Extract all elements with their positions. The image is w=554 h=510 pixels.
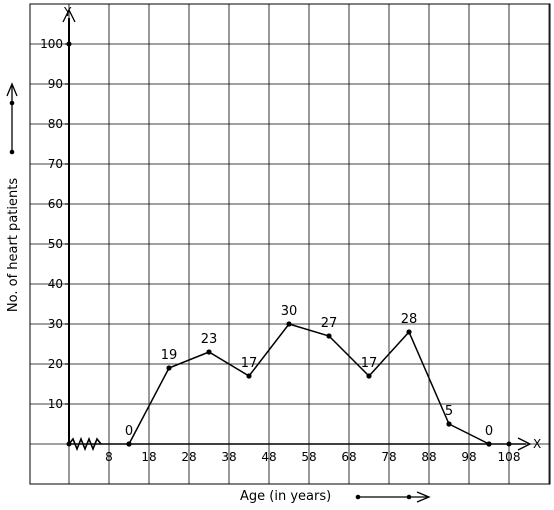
y-direction-dot — [9, 100, 15, 106]
x-end-point — [506, 441, 512, 447]
data-point — [486, 441, 492, 447]
y-tick-label: 20 — [48, 357, 63, 371]
y-tick-label: 70 — [48, 157, 63, 171]
axis-break-zigzag — [68, 436, 102, 452]
data-point — [446, 421, 452, 427]
x-tick-label: 98 — [461, 450, 476, 464]
data-point — [366, 373, 372, 379]
y-tick-label: 40 — [48, 277, 63, 291]
x-axis-title: Age (in years) — [240, 489, 331, 504]
data-label: 27 — [321, 316, 338, 331]
data-label: 5 — [445, 404, 453, 419]
y-tick-label: 100 — [40, 37, 63, 51]
data-label: 17 — [241, 356, 258, 371]
x-tick-label: 108 — [498, 450, 521, 464]
y-axis-name: Y — [63, 5, 72, 19]
data-label: 19 — [161, 348, 178, 363]
y-tick-label: 50 — [48, 237, 63, 251]
data-label: 23 — [201, 332, 218, 347]
axes — [62, 8, 532, 452]
data-point — [126, 441, 132, 447]
y-tick-label: 30 — [48, 317, 63, 331]
data-point — [246, 373, 252, 379]
series-frequency-polygon: 0 19 23 17 30 27 17 28 5 0 — [125, 304, 493, 447]
direction-arrows — [6, 82, 431, 503]
x-tick-label: 28 — [181, 450, 196, 464]
x-tick-label: 38 — [221, 450, 236, 464]
y-axis-arrowhead — [62, 8, 76, 23]
x-tick-label: 68 — [341, 450, 356, 464]
axis-labels: X Y Age (in years) No. of heart patients — [6, 5, 541, 504]
x-direction-arrowhead — [416, 491, 431, 503]
y-tick-label: 80 — [48, 117, 63, 131]
data-label: 0 — [485, 424, 493, 439]
x-tick-label: 78 — [381, 450, 396, 464]
x-direction-dot — [355, 494, 361, 500]
x-axis-arrowhead — [517, 437, 532, 451]
x-tick-label: 18 — [141, 450, 156, 464]
y-direction-arrowhead — [6, 82, 18, 97]
x-direction-dot — [406, 494, 412, 500]
grid — [29, 3, 551, 485]
series-line — [128, 323, 490, 445]
data-label: 17 — [361, 356, 378, 371]
data-point — [326, 333, 332, 339]
x-tick-label: 8 — [105, 450, 113, 464]
y-axis-title: No. of heart patients — [6, 178, 21, 312]
y-direction-dot — [9, 149, 15, 155]
data-label: 0 — [125, 424, 133, 439]
data-point — [406, 329, 412, 335]
data-point — [206, 349, 212, 355]
data-label: 30 — [281, 304, 298, 319]
data-point — [286, 321, 292, 327]
y-tick-label: 10 — [48, 397, 63, 411]
x-axis-name: X — [533, 437, 541, 451]
data-label: 28 — [401, 312, 418, 327]
x-tick-label: 88 — [421, 450, 436, 464]
x-tick-label: 58 — [301, 450, 316, 464]
y-tick-label: 60 — [48, 197, 63, 211]
data-point — [166, 365, 172, 371]
y-tick-label: 90 — [48, 77, 63, 91]
x-tick-label: 48 — [261, 450, 276, 464]
